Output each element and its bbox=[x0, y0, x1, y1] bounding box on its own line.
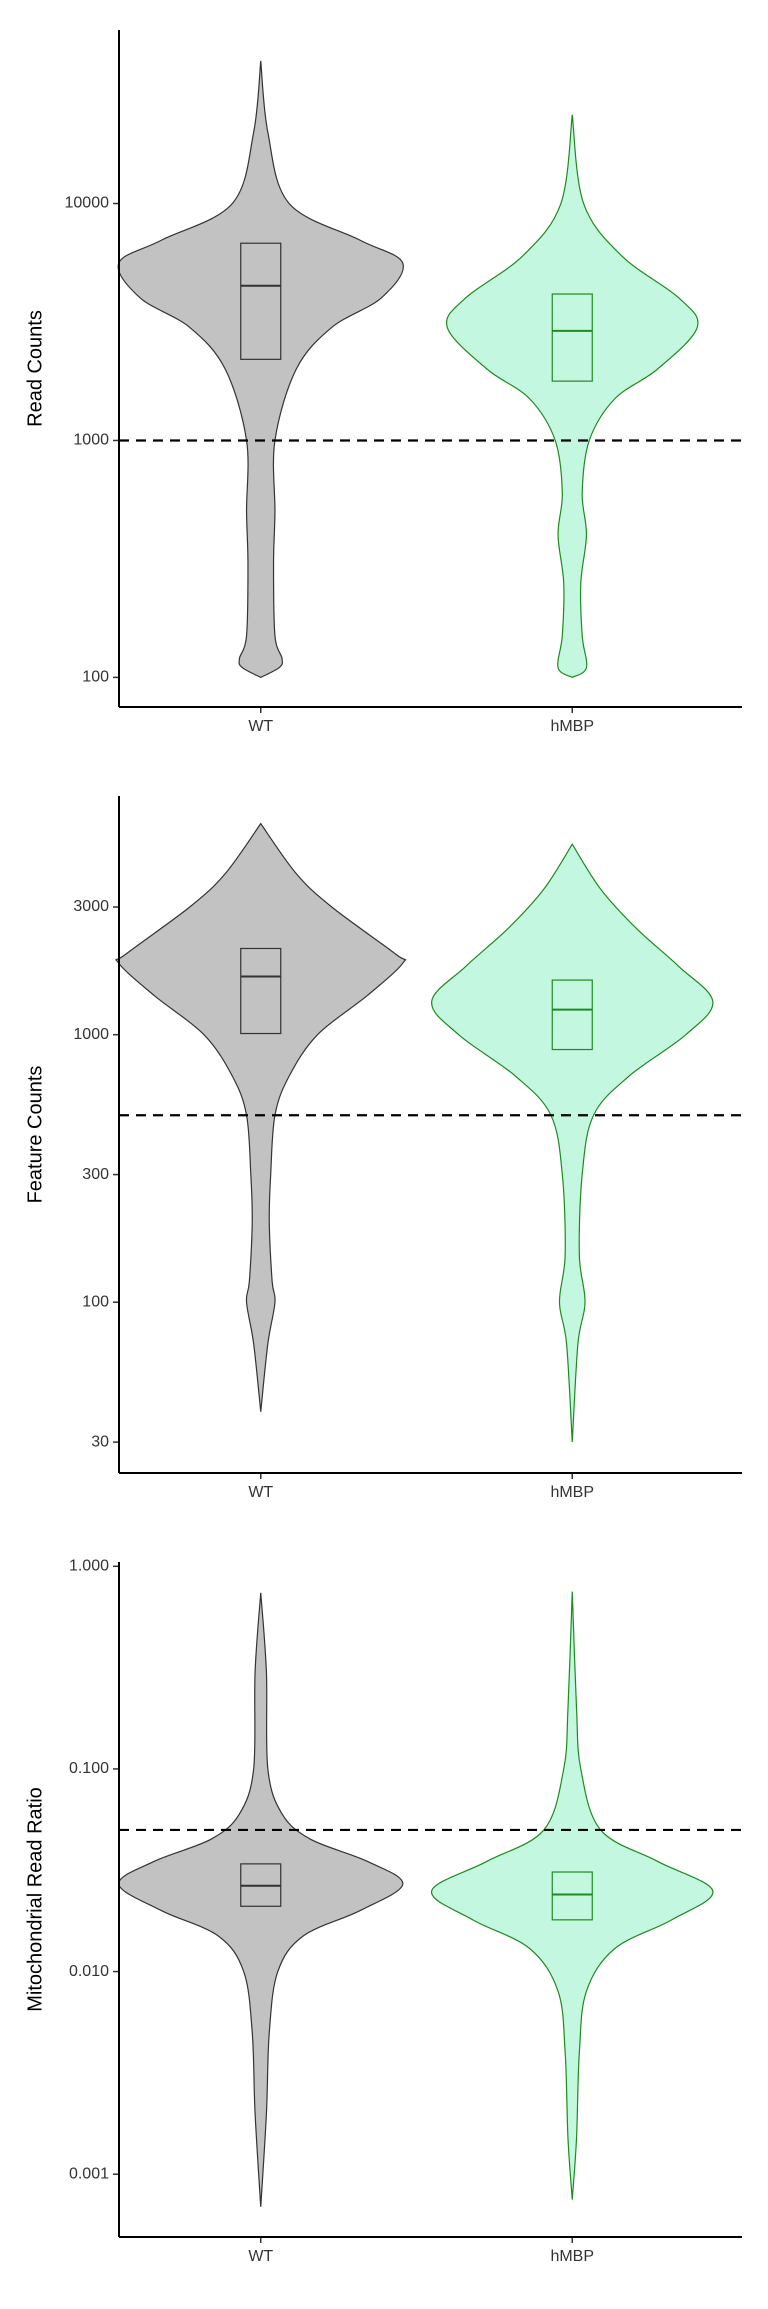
y-tick-label: 30 bbox=[91, 1433, 109, 1450]
y-axis-title: Read Counts bbox=[24, 310, 46, 427]
y-tick-label: 300 bbox=[82, 1166, 109, 1183]
y-tick-label: 1.000 bbox=[69, 1558, 109, 1575]
x-tick-label: hMBP bbox=[550, 718, 594, 735]
box bbox=[551, 1871, 593, 1921]
y-tick-label: 0.010 bbox=[69, 1963, 109, 1980]
x-tick-label: hMBP bbox=[550, 1484, 594, 1501]
x-tick-label: WT bbox=[248, 718, 273, 735]
x-tick-label: WT bbox=[248, 2248, 273, 2265]
box bbox=[551, 293, 593, 382]
x-tick-label: WT bbox=[248, 1484, 273, 1501]
y-tick-label: 100 bbox=[82, 1293, 109, 1310]
y-tick-label: 1000 bbox=[73, 432, 109, 449]
box bbox=[551, 979, 593, 1051]
y-tick-label: 3000 bbox=[73, 898, 109, 915]
y-tick-label: 100 bbox=[82, 669, 109, 686]
violin bbox=[117, 60, 404, 679]
y-axis-title: Mitochondrial Read Ratio bbox=[24, 1787, 46, 2012]
x-tick-label: hMBP bbox=[550, 2248, 594, 2265]
violin bbox=[431, 843, 714, 1443]
y-tick-label: 1000 bbox=[73, 1026, 109, 1043]
violin bbox=[115, 822, 407, 1412]
violin bbox=[445, 114, 699, 679]
box bbox=[240, 947, 282, 1035]
y-tick-label: 10000 bbox=[65, 195, 110, 212]
box bbox=[240, 242, 282, 360]
y-tick-label: 0.001 bbox=[69, 2165, 109, 2182]
y-tick-label: 0.100 bbox=[69, 1760, 109, 1777]
y-axis-title: Feature Counts bbox=[24, 1066, 46, 1204]
